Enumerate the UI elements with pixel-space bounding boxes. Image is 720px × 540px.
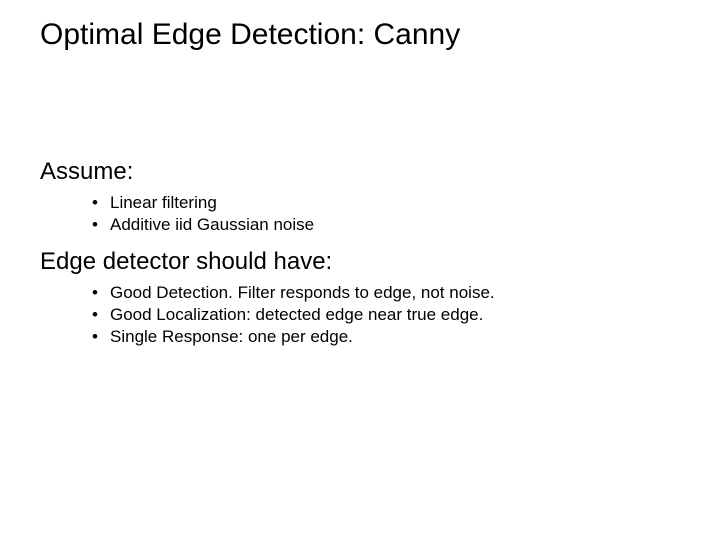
bullet-text: Linear filtering <box>110 192 217 214</box>
bullet-icon: • <box>92 192 110 214</box>
list-item: • Good Detection. Filter responds to edg… <box>92 282 495 304</box>
bullet-text: Good Detection. Filter responds to edge,… <box>110 282 495 304</box>
slide-title: Optimal Edge Detection: Canny <box>40 18 460 52</box>
list-item: • Good Localization: detected edge near … <box>92 304 495 326</box>
bullet-icon: • <box>92 326 110 348</box>
bullet-text: Single Response: one per edge. <box>110 326 353 348</box>
bullet-text: Additive iid Gaussian noise <box>110 214 314 236</box>
bullet-icon: • <box>92 282 110 304</box>
section-detector-heading: Edge detector should have: <box>40 248 332 276</box>
list-item: • Additive iid Gaussian noise <box>92 214 314 236</box>
list-item: • Linear filtering <box>92 192 314 214</box>
section-assume-bullets: • Linear filtering • Additive iid Gaussi… <box>92 192 314 236</box>
bullet-icon: • <box>92 214 110 236</box>
section-assume-heading: Assume: <box>40 158 133 186</box>
bullet-text: Good Localization: detected edge near tr… <box>110 304 483 326</box>
list-item: • Single Response: one per edge. <box>92 326 495 348</box>
bullet-icon: • <box>92 304 110 326</box>
section-detector-bullets: • Good Detection. Filter responds to edg… <box>92 282 495 348</box>
slide: Optimal Edge Detection: Canny Assume: • … <box>0 0 720 540</box>
